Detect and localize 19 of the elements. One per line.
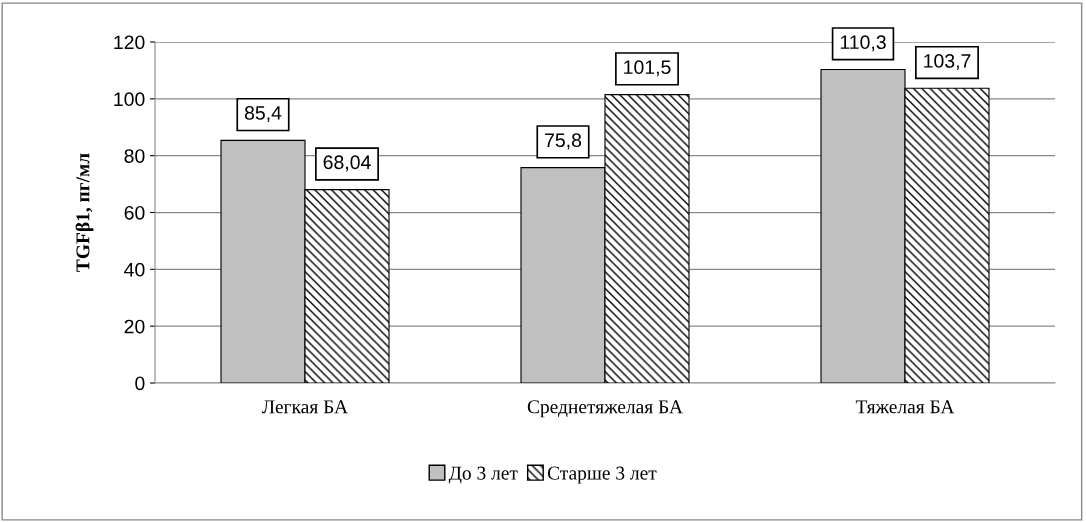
data-label: 101,5 <box>624 60 671 77</box>
data-label: 75,8 <box>545 133 582 150</box>
data-label: 68,04 <box>323 155 371 172</box>
y-tick-label: 100 <box>114 92 145 107</box>
x-tick-label: Среднетяжелая БА <box>527 400 683 418</box>
legend-label: Старше 3 лет <box>547 466 657 484</box>
y-tick-label: 0 <box>135 376 145 391</box>
y-tick-label: 120 <box>114 35 145 50</box>
data-label: 85,4 <box>244 106 282 123</box>
y-axis-title: TGFβ1, пг/мл <box>75 153 94 272</box>
data-label: 110,3 <box>840 35 886 52</box>
x-tick-label: Тяжелая БА <box>855 400 955 414</box>
y-tick-label: 80 <box>124 149 145 163</box>
x-tick-label: Легкая БА <box>262 400 348 414</box>
y-tick-label: 60 <box>124 205 145 220</box>
y-tick-label: 20 <box>124 319 145 334</box>
y-tick-label: 40 <box>124 262 145 277</box>
legend-label: До 3 лет <box>448 466 518 484</box>
data-label: 103,7 <box>924 54 971 71</box>
